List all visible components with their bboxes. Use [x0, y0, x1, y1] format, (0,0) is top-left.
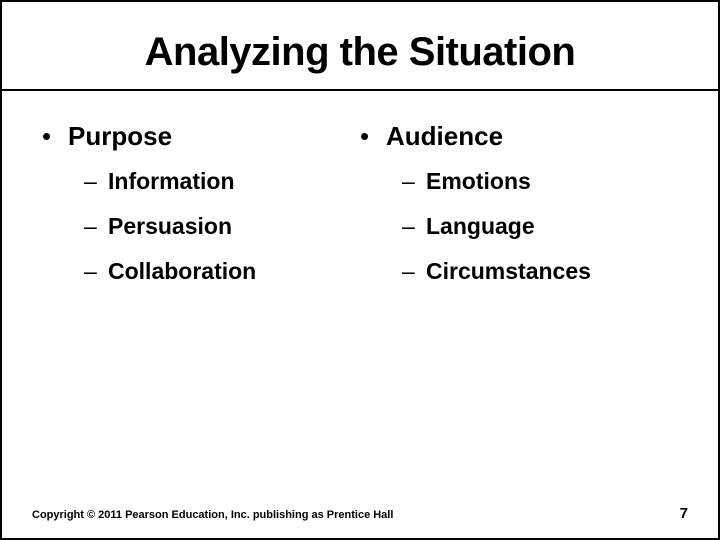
list-item: • Audience — [360, 121, 678, 152]
list-item: • Purpose — [42, 121, 360, 152]
slide: Analyzing the Situation • Purpose – Info… — [0, 0, 720, 540]
dash-icon: – — [84, 168, 108, 195]
list-item: – Language — [402, 213, 678, 240]
slide-title: Analyzing the Situation — [42, 30, 678, 75]
dash-icon: – — [402, 258, 426, 285]
column-left: • Purpose – Information – Persuasion – C… — [42, 121, 360, 303]
list-item: – Persuasion — [84, 213, 360, 240]
list-item: – Collaboration — [84, 258, 360, 285]
level2-label: Emotions — [426, 168, 531, 195]
level2-label: Circumstances — [426, 258, 591, 285]
dash-icon: – — [84, 213, 108, 240]
body-area: • Purpose – Information – Persuasion – C… — [2, 91, 718, 303]
dash-icon: – — [402, 168, 426, 195]
copyright-text: Copyright © 2011 Pearson Education, Inc.… — [32, 509, 393, 521]
level2-label: Collaboration — [108, 258, 256, 285]
page-number: 7 — [680, 505, 688, 522]
level1-label: Purpose — [68, 121, 172, 152]
footer: Copyright © 2011 Pearson Education, Inc.… — [32, 505, 688, 522]
list-item: – Emotions — [402, 168, 678, 195]
level2-label: Information — [108, 168, 235, 195]
column-right: • Audience – Emotions – Language – Circu… — [360, 121, 678, 303]
bullet-icon: • — [360, 123, 386, 149]
dash-icon: – — [84, 258, 108, 285]
level1-label: Audience — [386, 121, 503, 152]
level2-label: Language — [426, 213, 535, 240]
level2-label: Persuasion — [108, 213, 232, 240]
title-area: Analyzing the Situation — [2, 2, 718, 91]
dash-icon: – — [402, 213, 426, 240]
bullet-icon: • — [42, 123, 68, 149]
list-item: – Information — [84, 168, 360, 195]
list-item: – Circumstances — [402, 258, 678, 285]
